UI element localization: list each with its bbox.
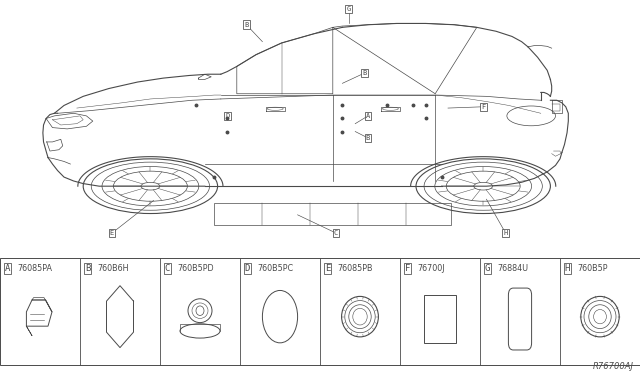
Bar bbox=[214, 203, 451, 225]
Text: H: H bbox=[504, 230, 508, 236]
Bar bbox=[424, 295, 456, 343]
Text: 760B5PC: 760B5PC bbox=[258, 264, 294, 273]
Text: 760B5PD: 760B5PD bbox=[178, 264, 214, 273]
Text: B: B bbox=[85, 264, 90, 273]
Text: H: H bbox=[564, 264, 570, 273]
Text: C: C bbox=[165, 264, 170, 273]
Text: 76085PB: 76085PB bbox=[338, 264, 373, 273]
Text: 76884U: 76884U bbox=[498, 264, 529, 273]
Text: F: F bbox=[481, 104, 485, 110]
Text: D: D bbox=[245, 264, 250, 273]
Text: E: E bbox=[324, 264, 330, 273]
Text: C: C bbox=[334, 230, 338, 236]
Text: R76700AJ: R76700AJ bbox=[593, 362, 634, 371]
Text: G: G bbox=[485, 264, 490, 273]
Text: 760B6H: 760B6H bbox=[97, 264, 129, 273]
Text: 760B5P: 760B5P bbox=[578, 264, 608, 273]
Text: B: B bbox=[366, 135, 370, 141]
Text: B: B bbox=[363, 70, 367, 76]
Text: E: E bbox=[110, 230, 114, 236]
Text: 76700J: 76700J bbox=[417, 264, 445, 273]
Text: D: D bbox=[225, 113, 229, 119]
Text: B: B bbox=[244, 22, 248, 28]
Text: A: A bbox=[5, 264, 10, 273]
Text: A: A bbox=[366, 113, 370, 119]
Text: F: F bbox=[404, 264, 410, 273]
Text: G: G bbox=[347, 6, 351, 12]
Text: 76085PA: 76085PA bbox=[18, 264, 52, 273]
